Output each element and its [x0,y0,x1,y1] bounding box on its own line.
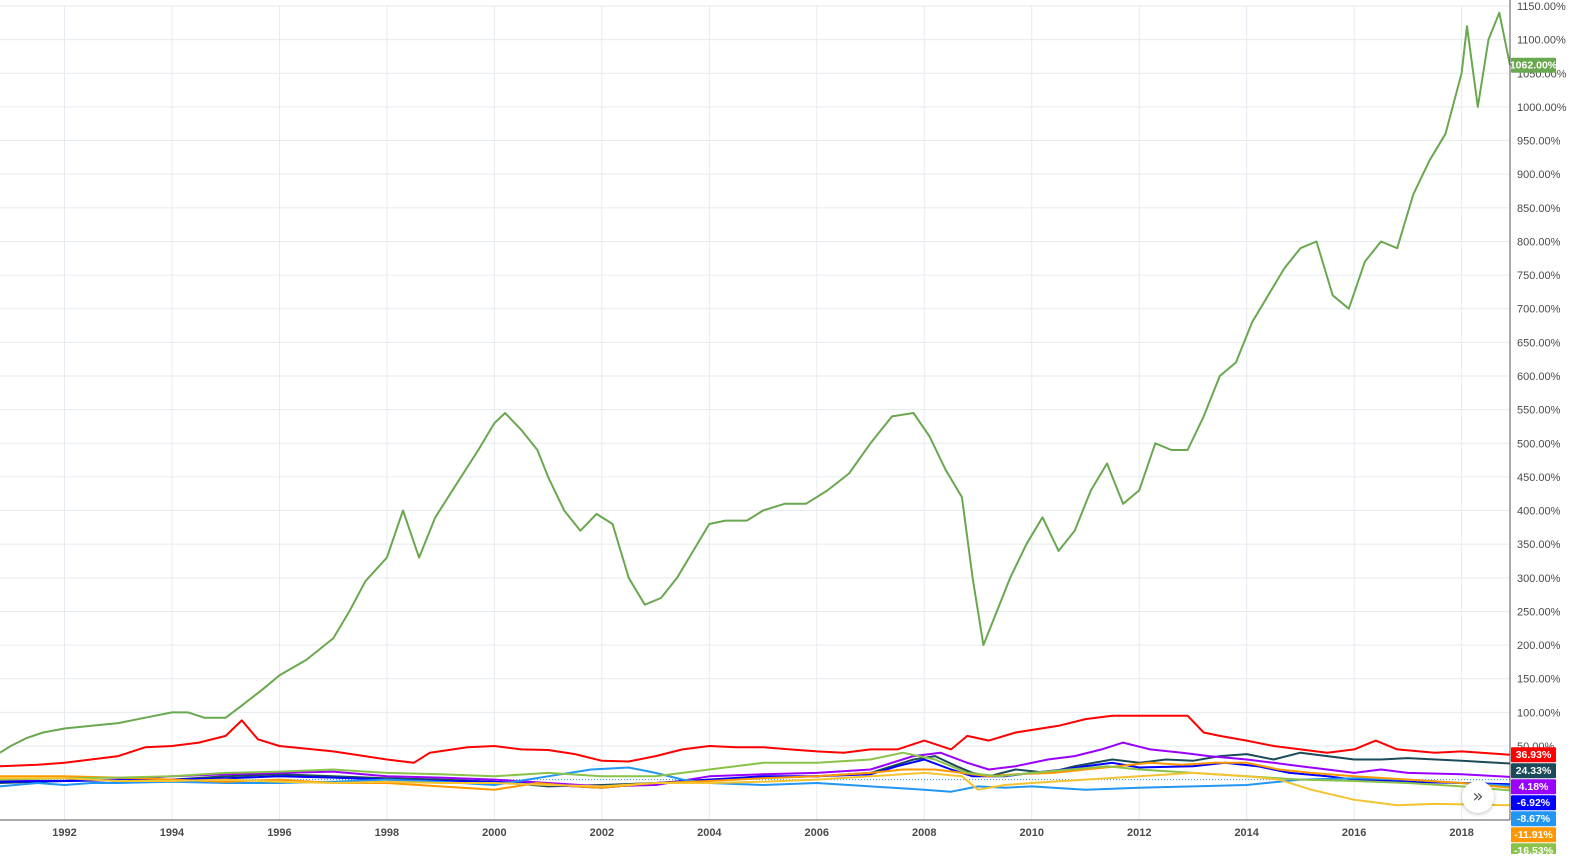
x-tick-label: 2000 [482,827,506,839]
last-value-badge-purple [1511,779,1556,795]
y-tick-label: 300.00% [1517,573,1561,585]
last-value-badge-blue [1511,795,1556,811]
series-line-red [0,714,1511,768]
last-value-label-light-green: -16.53% [1514,845,1554,854]
y-tick-label: 350.00% [1517,539,1561,551]
y-tick-label: 800.00% [1517,236,1561,248]
last-value-badge-red [1511,747,1556,763]
x-tick-label: 1994 [160,827,185,839]
axes-layer: 50.00%100.00%150.00%200.00%250.00%300.00… [0,0,1567,839]
x-tick-label: 2012 [1127,827,1151,839]
y-tick-label: 1000.00% [1517,102,1567,114]
x-tick-label: 2008 [912,827,936,839]
double-chevron-right-icon: » [1472,786,1484,807]
x-tick-label: 1998 [375,827,399,839]
x-tick-label: 2014 [1234,827,1259,839]
series-line-blue [0,758,1511,789]
badge-layer: 1062.00% 36.93% 24.33% 4.18% -6.92% -8.67% -11… [1510,57,1558,859]
x-tick-label: 2010 [1020,827,1044,839]
x-tick-label: 2004 [697,827,722,839]
y-tick-label: 150.00% [1517,674,1561,686]
y-tick-label: 950.00% [1517,136,1561,148]
last-value-label-purple: 4.18% [1519,781,1549,793]
y-tick-label: 500.00% [1517,438,1561,450]
last-value-label-red: 36.93% [1516,749,1552,761]
y-tick-label: 750.00% [1517,270,1561,282]
series-line-purple [0,741,1511,788]
y-tick-label: 1150.00% [1517,1,1566,13]
y-tick-label: 600.00% [1517,371,1561,383]
y-tick-label: 550.00% [1517,405,1561,417]
last-value-badge-green-main [1511,57,1556,73]
y-tick-label: 1100.00% [1517,35,1566,47]
x-tick-label: 2006 [805,827,829,839]
last-value-badge-dark-teal [1511,763,1556,779]
series-line-yellow [0,771,1511,807]
last-value-label-dark-teal: 24.33% [1516,765,1552,777]
y-tick-label: 650.00% [1517,337,1561,349]
series-line-green-main [0,11,1511,754]
y-tick-label: 900.00% [1517,169,1561,181]
y-tick-label: 700.00% [1517,304,1561,316]
y-tick-label: 100.00% [1517,707,1561,719]
last-value-label-orange: -11.91% [1514,829,1553,841]
x-tick-label: 2018 [1449,827,1473,839]
last-value-label-blue: -6.92% [1517,797,1551,809]
y-tick-label: 450.00% [1517,472,1561,484]
y-tick-label: 400.00% [1517,506,1561,518]
x-tick-label: 2016 [1342,827,1366,839]
x-tick-label: 1996 [267,827,291,839]
last-value-label-green-main: 1062.00% [1510,60,1558,72]
last-value-badge-orange [1511,827,1556,843]
last-value-label-light-blue: -8.67% [1517,813,1551,825]
grid-layer [0,5,1510,820]
y-tick-label: 250.00% [1517,606,1561,618]
x-tick-label: 2002 [590,827,614,839]
scroll-to-latest-button[interactable]: » [1462,781,1494,813]
y-tick-label: 200.00% [1517,640,1561,652]
x-tick-label: 1992 [52,827,76,839]
series-layer [0,11,1511,807]
last-value-badge-light-blue [1511,811,1556,827]
y-tick-label: 850.00% [1517,203,1561,215]
